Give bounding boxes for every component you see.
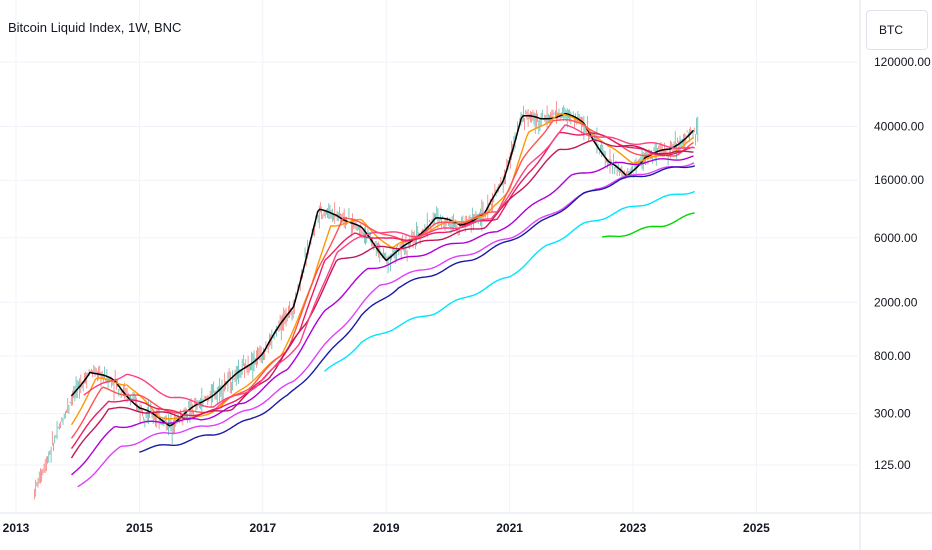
- year-tick-label: 2015: [126, 521, 153, 535]
- moving-average-lines: [70, 112, 695, 488]
- price-tick-label: 16000.00: [874, 173, 924, 187]
- moving-average-line: [70, 118, 694, 439]
- price-tick-label: 300.00: [874, 407, 911, 421]
- moving-average-line: [70, 139, 694, 459]
- moving-average-line: [324, 190, 695, 372]
- moving-average-line: [71, 155, 694, 476]
- price-tick-label: 40000.00: [874, 119, 924, 133]
- year-tick-label: 2025: [743, 521, 770, 535]
- price-candles: [34, 101, 699, 500]
- price-tick-label: 2000.00: [874, 295, 918, 309]
- year-tick-label: 2017: [249, 521, 276, 535]
- symbol-selector[interactable]: BTC: [866, 10, 928, 50]
- symbol-label: BTC: [879, 23, 903, 37]
- price-tick-label: 6000.00: [874, 231, 918, 245]
- moving-average-line: [601, 212, 695, 238]
- price-tick-label: 800.00: [874, 349, 911, 363]
- moving-average-line: [83, 124, 695, 408]
- moving-average-line: [70, 131, 694, 450]
- year-tick-label: 2023: [620, 521, 647, 535]
- year-tick-label: 2019: [373, 521, 400, 535]
- chart-title: Bitcoin Liquid Index, 1W, BNC: [8, 20, 182, 35]
- moving-average-line: [70, 113, 694, 426]
- time-axis: 2013 2015 2017 2019 2021 2023 2025: [3, 521, 770, 535]
- price-tick-label: 125.00: [874, 458, 911, 472]
- year-tick-label: 2013: [3, 521, 30, 535]
- moving-average-line: [139, 165, 695, 453]
- price-tick-label: 120000.00: [874, 55, 931, 69]
- chart-gridlines: [0, 0, 858, 513]
- year-tick-label: 2021: [496, 521, 523, 535]
- moving-average-line: [70, 112, 695, 427]
- price-axis: 120000.00 40000.00 16000.00 6000.00 2000.00 8…: [874, 55, 931, 472]
